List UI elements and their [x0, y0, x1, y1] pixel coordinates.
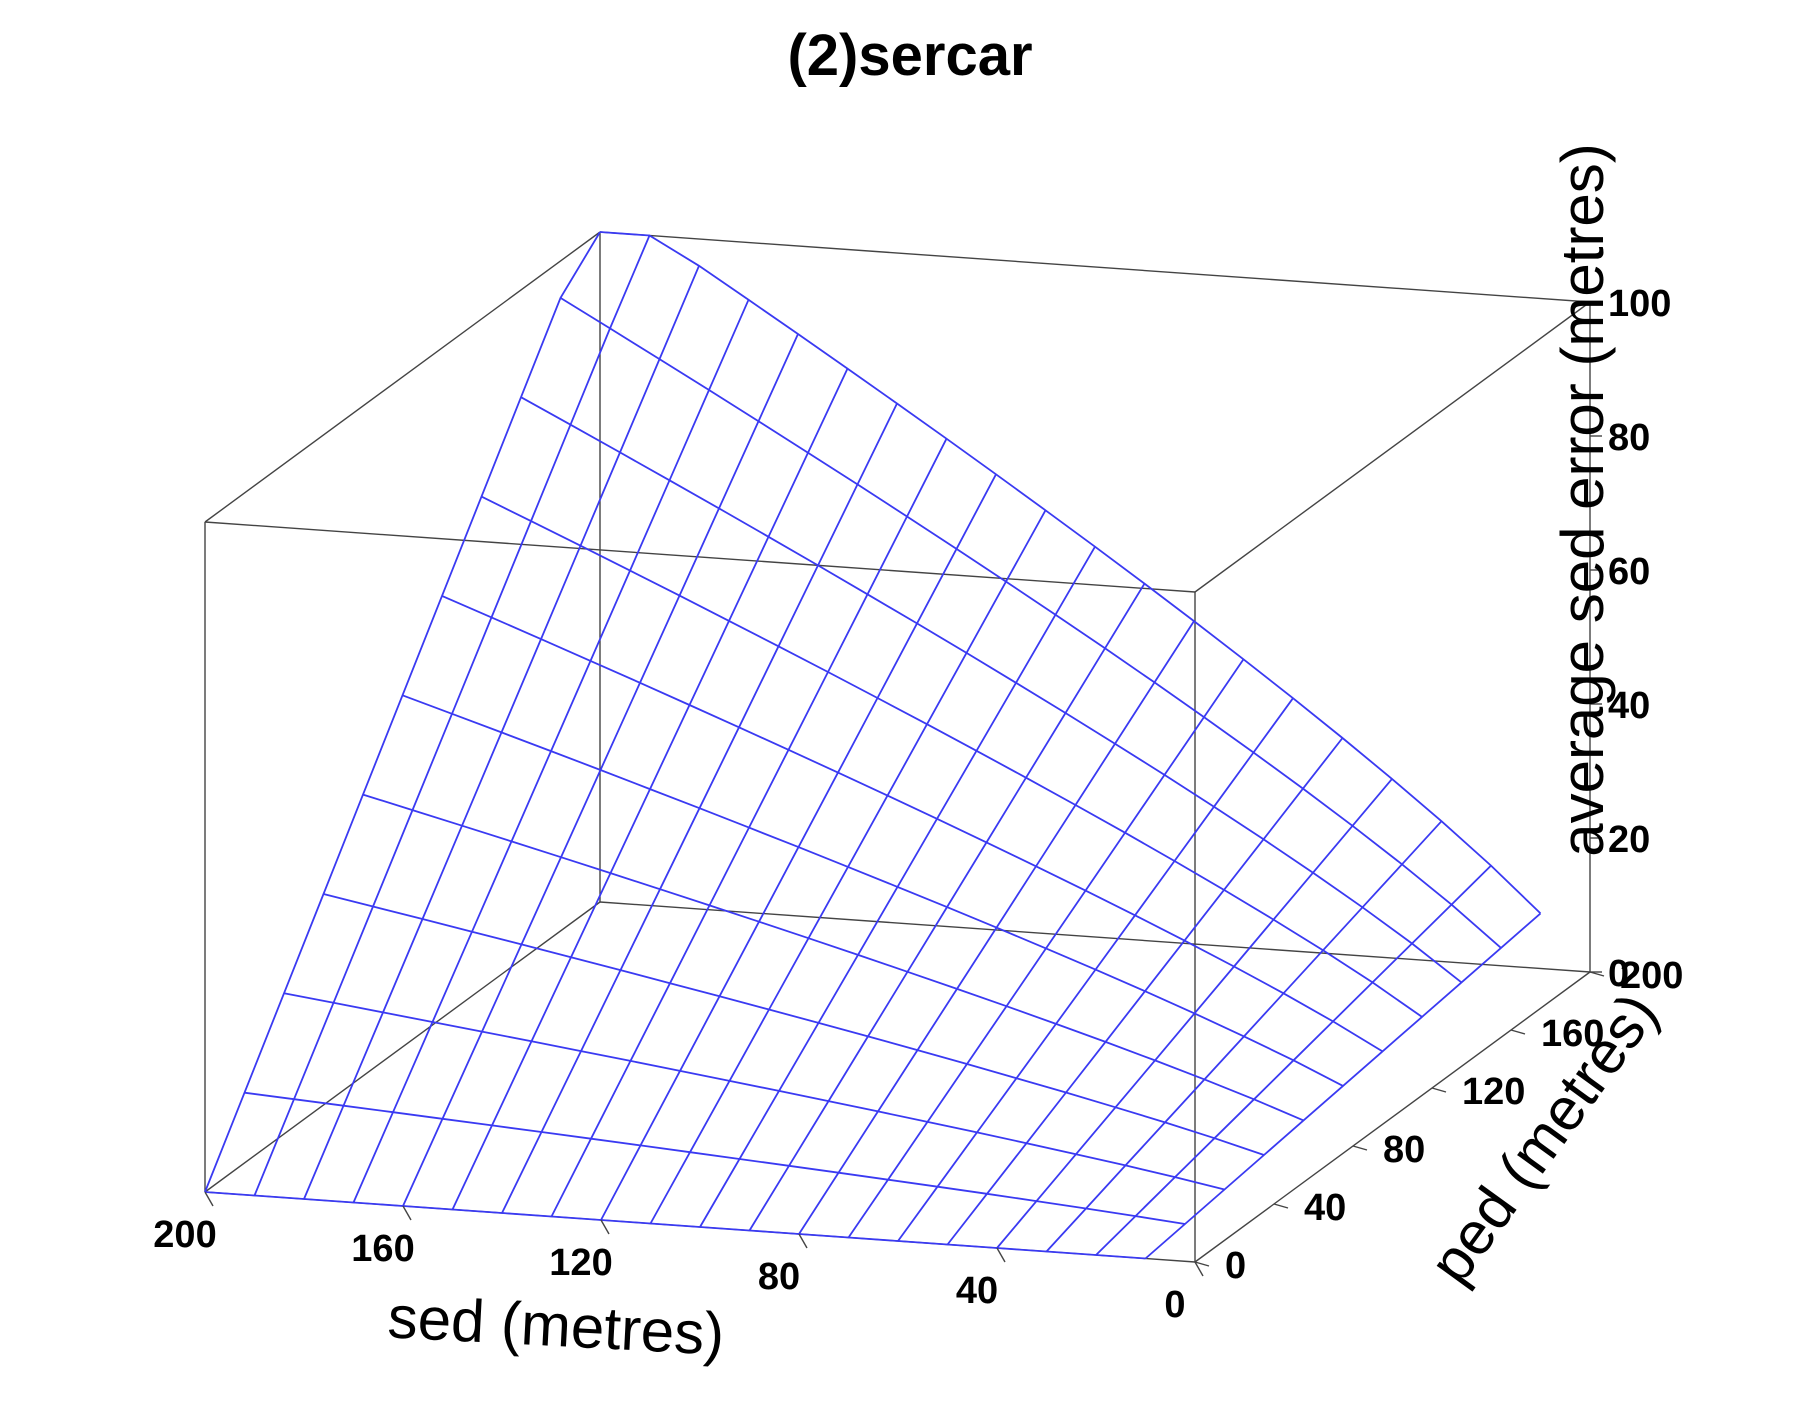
x-tick-mark: [600, 1219, 610, 1235]
box-edge: [1194, 971, 1591, 1263]
mesh-line-ped: [402, 694, 1344, 1087]
mesh-line-ped: [244, 1091, 1186, 1225]
mesh-line-sed: [1045, 820, 1443, 1253]
box-edge: [204, 521, 1196, 593]
y-tick-mark: [1194, 1261, 1210, 1267]
mesh-line-sed: [798, 620, 1195, 1235]
x-tick-label: 0: [1164, 1284, 1185, 1326]
x-tick-mark: [402, 1205, 412, 1221]
y-tick-label: 120: [1462, 1071, 1525, 1113]
x-tick-mark: [996, 1247, 1006, 1263]
x-tick-label: 160: [351, 1228, 414, 1270]
y-tick-mark: [1273, 1203, 1289, 1209]
z-tick-label: 20: [1608, 819, 1650, 861]
x-tick-label: 120: [549, 1242, 612, 1284]
box-edge: [1194, 301, 1591, 593]
mesh-line-sed: [847, 658, 1245, 1239]
z-tick-label: 80: [1608, 417, 1650, 459]
box-edge: [599, 901, 1591, 973]
box-edge: [204, 231, 601, 523]
mesh-line-sed: [897, 697, 1294, 1242]
z-tick-label: 0: [1608, 953, 1629, 995]
y-tick-mark: [1510, 1029, 1526, 1035]
mesh-line-sed: [1095, 864, 1492, 1256]
x-tick-mark: [1194, 1261, 1204, 1277]
chart-title: (2)sercar: [787, 23, 1032, 88]
z-axis-label: average sed error (metres): [1549, 143, 1616, 857]
y-tick-mark: [1352, 1145, 1368, 1151]
mesh-line-sed: [451, 368, 849, 1210]
mesh-line-sed: [649, 509, 1047, 1224]
y-tick-label: 80: [1383, 1129, 1425, 1171]
mesh-line-sed: [946, 737, 1344, 1246]
mesh-line-ped: [283, 992, 1225, 1191]
mesh-line-sed: [996, 778, 1393, 1249]
y-tick-label: 160: [1541, 1013, 1604, 1055]
surface-mesh: [204, 231, 1542, 1260]
x-tick-mark: [798, 1233, 808, 1249]
y-tick-mark: [1431, 1087, 1447, 1093]
mesh-line-ped: [560, 297, 1502, 949]
y-tick-label: 0: [1225, 1245, 1246, 1287]
x-tick-label: 200: [153, 1214, 216, 1256]
mesh-line-ped: [520, 396, 1463, 984]
z-tick-label: 60: [1608, 551, 1650, 593]
mesh-line-sed: [550, 438, 948, 1217]
mesh-line-sed: [253, 235, 651, 1196]
z-tick-label: 100: [1608, 283, 1671, 325]
x-axis-label: sed (metres): [386, 1283, 726, 1368]
mesh-line-ped: [323, 893, 1265, 1156]
mesh-line-ped: [599, 231, 1542, 915]
mesh-line-sed: [501, 403, 898, 1214]
box-edge: [599, 231, 1591, 303]
mesh-line-sed: [402, 333, 799, 1207]
z-tick-label: 40: [1608, 685, 1650, 727]
mesh-line-ped: [204, 1191, 1146, 1260]
mesh-line-sed: [204, 231, 601, 1193]
y-tick-label: 40: [1304, 1187, 1346, 1229]
mesh-line-ped: [441, 595, 1383, 1053]
bounding-box: [204, 231, 1591, 1263]
mesh-line-sed: [600, 473, 997, 1221]
mesh-line-sed: [748, 583, 1146, 1231]
mesh-line-sed: [1144, 912, 1542, 1260]
mesh-line-sed: [699, 546, 1096, 1228]
x-tick-label: 80: [758, 1256, 800, 1298]
y-tick-label: 200: [1620, 955, 1683, 997]
x-tick-label: 40: [956, 1270, 998, 1312]
mesh-line-ped: [362, 793, 1304, 1122]
mesh-line-sed: [352, 299, 750, 1203]
mesh-line-sed: [303, 265, 700, 1200]
box-edge: [204, 901, 601, 1193]
mesh-line-ped: [481, 495, 1423, 1018]
x-tick-mark: [204, 1191, 214, 1207]
